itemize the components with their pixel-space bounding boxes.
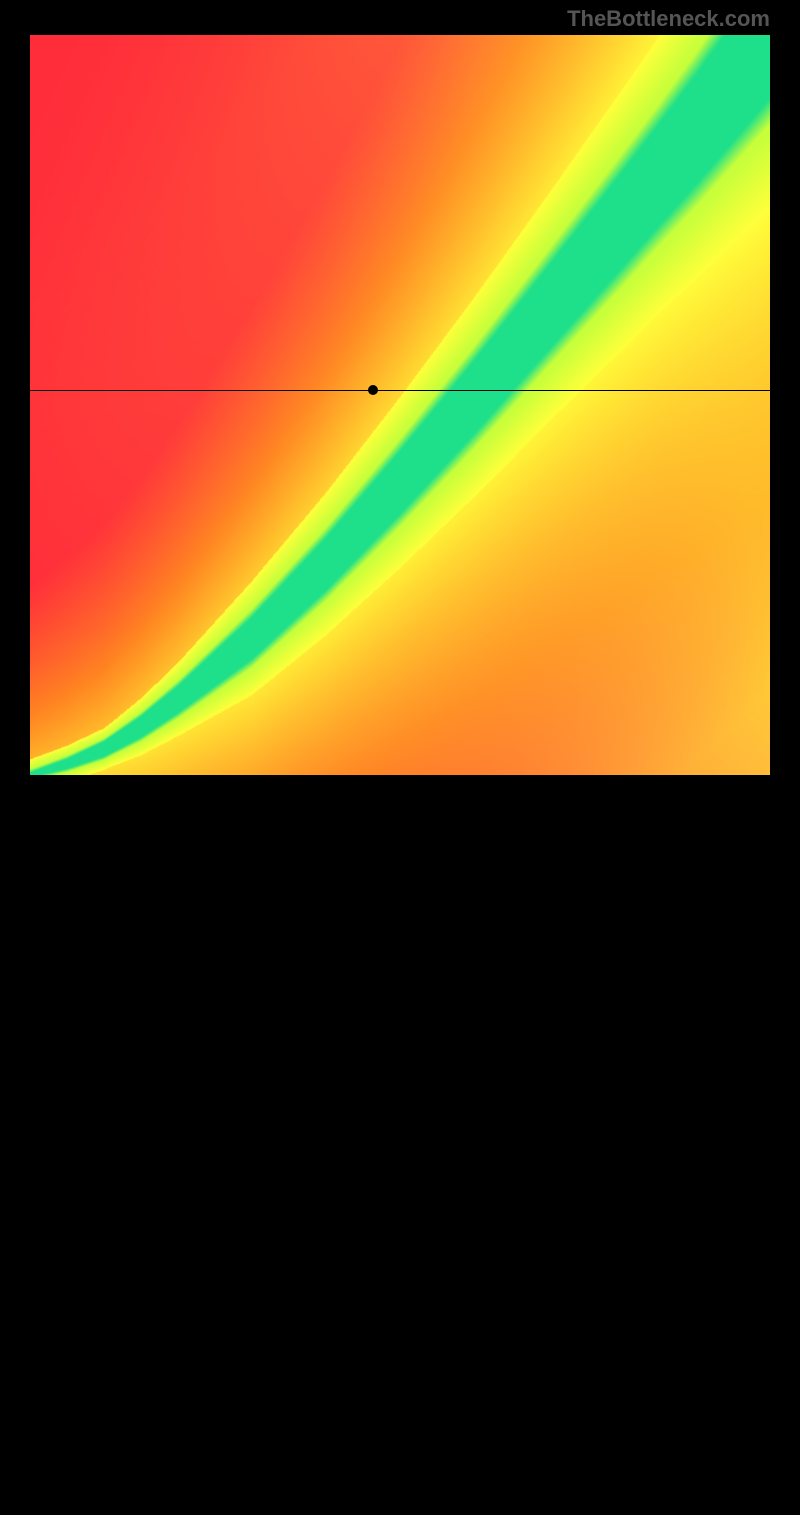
crosshair-marker bbox=[368, 385, 378, 395]
watermark-text: TheBottleneck.com bbox=[567, 6, 770, 32]
heatmap-canvas bbox=[30, 35, 770, 775]
heatmap-plot bbox=[30, 35, 770, 775]
crosshair-horizontal bbox=[30, 390, 770, 391]
crosshair-vertical bbox=[373, 775, 374, 1515]
